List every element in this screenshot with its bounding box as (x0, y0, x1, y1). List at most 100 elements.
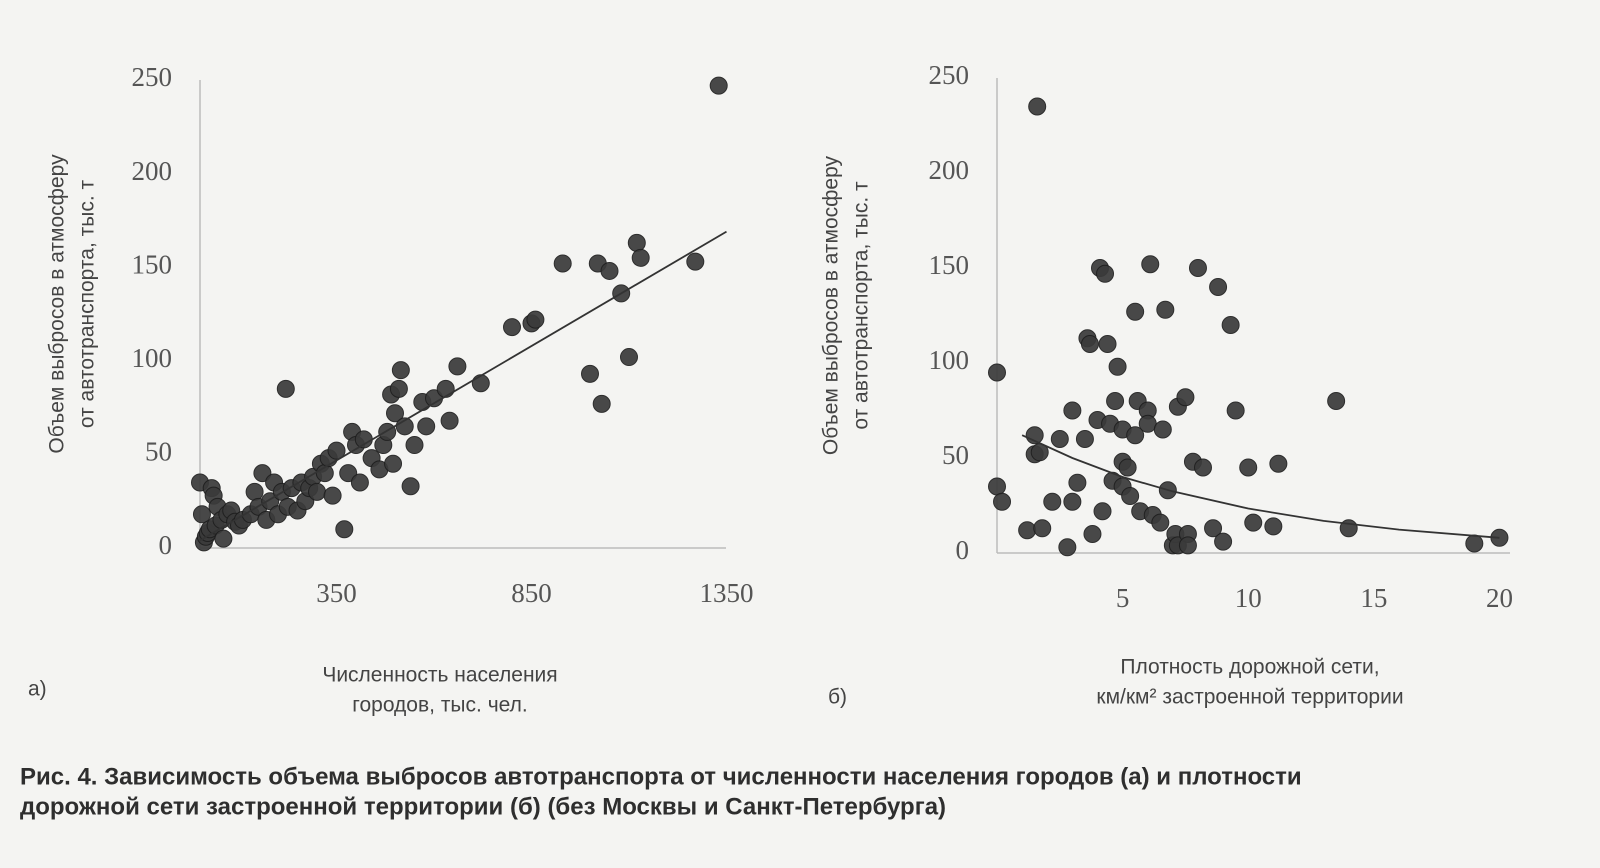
y-tick-label: 250 (929, 60, 970, 90)
point (1176, 388, 1195, 407)
point (620, 348, 638, 367)
point (417, 417, 436, 436)
y-axis-label: от автотранспорта, тыс. т (76, 180, 99, 429)
point (1126, 426, 1145, 445)
point (1058, 538, 1077, 557)
y-tick-label: 50 (942, 440, 969, 470)
point (1075, 430, 1094, 448)
point (389, 379, 408, 398)
point (1096, 264, 1115, 283)
point (1018, 521, 1037, 540)
y-axis-label: от автотранспорта, тыс. т (850, 181, 873, 430)
point (1068, 473, 1087, 492)
point (276, 379, 295, 398)
point (581, 364, 599, 383)
x-tick-label: 350 (316, 578, 357, 608)
point (440, 411, 459, 430)
x-axis-label: Плотность дорожной сети, (1120, 656, 1379, 679)
point (526, 310, 545, 329)
point (1063, 492, 1082, 511)
x-axis-label: Численность населения (322, 664, 557, 687)
point (1043, 492, 1062, 511)
point (1465, 534, 1484, 553)
x-tick-label: 850 (511, 578, 552, 608)
point (988, 477, 1006, 496)
y-tick-label: 100 (929, 345, 970, 375)
point (1214, 532, 1233, 551)
x-tick-label: 20 (1486, 583, 1513, 613)
point (553, 254, 572, 273)
point (1141, 255, 1160, 274)
point (709, 76, 728, 95)
trend-line (199, 230, 727, 542)
point (1121, 487, 1140, 505)
point (1178, 536, 1197, 555)
point (1327, 392, 1346, 410)
y-axis-label: Объем выбросов в атмосферу (820, 155, 843, 455)
point (1106, 392, 1125, 410)
point (1188, 259, 1207, 277)
y-tick-label: 50 (145, 437, 172, 467)
point (253, 464, 272, 483)
point (1194, 458, 1212, 477)
point (988, 363, 1006, 382)
x-tick-label: 1350 (700, 578, 754, 608)
x-tick-label: 10 (1235, 583, 1262, 613)
point (503, 318, 521, 337)
y-tick-label: 200 (929, 155, 970, 185)
caption-line: Рис. 4. Зависимость объема выбросов авто… (20, 763, 1302, 790)
point (1118, 458, 1137, 477)
point (1264, 517, 1283, 536)
point (592, 394, 611, 413)
point (335, 520, 354, 539)
point (436, 379, 455, 398)
point (378, 422, 397, 441)
point (401, 477, 420, 496)
point (631, 248, 650, 267)
point (384, 454, 403, 473)
y-tick-label: 0 (956, 535, 970, 565)
point (1098, 335, 1117, 353)
point (1209, 278, 1228, 296)
trend-line (1021, 434, 1500, 539)
y-tick-label: 150 (929, 250, 970, 280)
point (1108, 357, 1127, 376)
point (1226, 401, 1245, 420)
point (627, 233, 646, 252)
point (686, 252, 705, 271)
point (1028, 97, 1047, 116)
y-tick-label: 0 (159, 530, 173, 560)
point (245, 482, 264, 501)
point (1080, 335, 1099, 353)
point (1221, 316, 1240, 334)
point (1083, 525, 1102, 543)
panel-label: б) (828, 686, 847, 709)
y-tick-label: 100 (132, 343, 173, 373)
point (448, 357, 467, 376)
point (1153, 420, 1172, 439)
y-tick-label: 200 (132, 156, 173, 186)
point (1156, 300, 1175, 319)
point (1138, 414, 1157, 433)
point (1239, 458, 1258, 477)
point (386, 404, 404, 423)
x-axis-label: км/км² застроенной территории (1096, 686, 1403, 709)
point (1126, 302, 1145, 321)
panel-label: а) (28, 678, 47, 701)
point (308, 482, 326, 501)
x-tick-label: 5 (1116, 583, 1130, 613)
point (339, 464, 358, 483)
point (1093, 502, 1112, 521)
y-tick-label: 150 (132, 249, 173, 279)
point (323, 486, 342, 505)
point (1244, 513, 1263, 532)
point (405, 436, 424, 455)
x-axis-label: городов, тыс. чел. (352, 694, 527, 717)
point (1204, 519, 1223, 538)
point (391, 361, 410, 380)
point (993, 492, 1012, 511)
point (600, 261, 619, 280)
point (192, 505, 211, 524)
caption-line: дорожной сети застроенной территории (б)… (20, 793, 946, 820)
